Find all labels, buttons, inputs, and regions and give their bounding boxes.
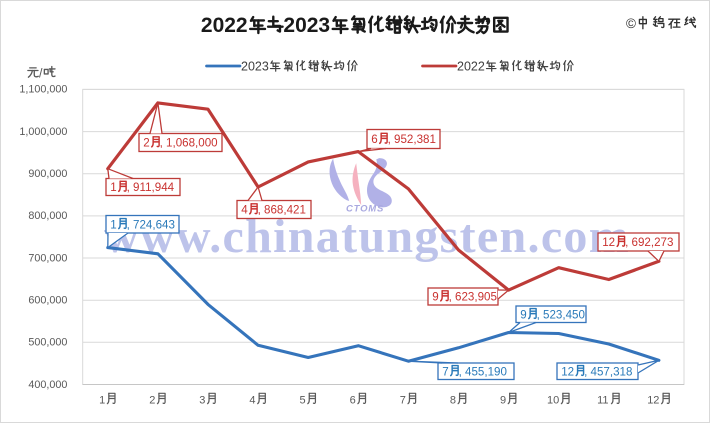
svg-text:12: 12 xyxy=(647,395,659,407)
svg-text:, 952,381: , 952,381 xyxy=(388,133,436,146)
svg-text:, 724,643: , 724,643 xyxy=(127,218,175,231)
svg-text:1,000,000: 1,000,000 xyxy=(19,126,67,138)
svg-text:, 692,273: , 692,273 xyxy=(625,236,673,249)
svg-text:1: 1 xyxy=(110,218,116,231)
svg-text:12: 12 xyxy=(602,236,615,249)
svg-text:, 623,905: , 623,905 xyxy=(449,291,497,304)
svg-text:CTOMS: CTOMS xyxy=(346,204,384,215)
svg-text:4: 4 xyxy=(249,395,255,407)
svg-text:2: 2 xyxy=(143,137,149,150)
svg-text:, 911,944: , 911,944 xyxy=(127,181,175,194)
svg-text:, 523,450: , 523,450 xyxy=(537,308,585,321)
svg-text:2022: 2022 xyxy=(457,60,485,74)
svg-text:©: © xyxy=(626,16,636,31)
svg-text:800,000: 800,000 xyxy=(28,210,67,222)
svg-text:/: / xyxy=(39,67,43,81)
svg-text:1,100,000: 1,100,000 xyxy=(19,84,67,96)
svg-text:600,000: 600,000 xyxy=(28,295,67,307)
svg-text:2023: 2023 xyxy=(241,60,269,74)
svg-text:www.chinatungsten.com: www.chinatungsten.com xyxy=(104,210,630,263)
svg-text:, 457,318: , 457,318 xyxy=(584,365,632,378)
svg-text:6: 6 xyxy=(350,395,356,407)
svg-text:8: 8 xyxy=(450,395,456,407)
svg-text:, 455,190: , 455,190 xyxy=(459,365,507,378)
svg-text:2023: 2023 xyxy=(283,14,330,37)
svg-text:4: 4 xyxy=(241,204,248,217)
svg-text:9: 9 xyxy=(500,395,506,407)
svg-text:7: 7 xyxy=(442,365,448,378)
svg-text:900,000: 900,000 xyxy=(28,168,67,180)
svg-text:2022: 2022 xyxy=(201,14,248,37)
svg-text:12: 12 xyxy=(561,365,574,378)
svg-text:9: 9 xyxy=(432,291,438,304)
svg-text:1: 1 xyxy=(110,181,116,194)
svg-text:, 1,068,000: , 1,068,000 xyxy=(160,137,218,150)
svg-text:2: 2 xyxy=(149,395,155,407)
svg-text:7: 7 xyxy=(400,395,406,407)
svg-text:6: 6 xyxy=(371,133,377,146)
svg-text:11: 11 xyxy=(597,395,608,407)
svg-text:1: 1 xyxy=(99,395,105,407)
svg-text:, 868,421: , 868,421 xyxy=(258,204,306,217)
svg-text:5: 5 xyxy=(300,395,306,407)
svg-text:10: 10 xyxy=(547,395,559,407)
svg-text:9: 9 xyxy=(520,308,526,321)
svg-text:3: 3 xyxy=(199,395,205,407)
svg-text:400,000: 400,000 xyxy=(28,379,67,391)
svg-text:700,000: 700,000 xyxy=(28,252,67,264)
svg-text:500,000: 500,000 xyxy=(28,337,67,349)
